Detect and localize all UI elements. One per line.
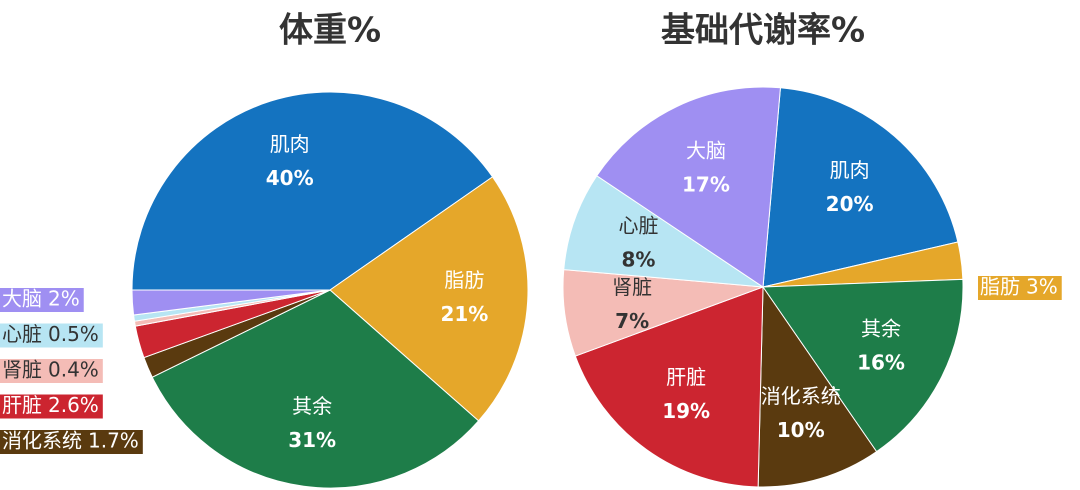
value-label: 19% xyxy=(662,399,710,423)
value-label: 16% xyxy=(857,351,905,375)
label-bg xyxy=(0,323,103,348)
value-label: 0.4% xyxy=(48,358,99,382)
pie-slice xyxy=(757,285,878,488)
pie-slice xyxy=(596,86,781,288)
pie-slice xyxy=(563,175,764,288)
slice-label: 肾脏 xyxy=(612,275,652,299)
slice-label: 消化系统 xyxy=(2,429,82,453)
external-label: 肾脏 0.4% xyxy=(0,358,103,383)
slice-label: 大脑 xyxy=(686,138,726,162)
slice-label: 心脏 xyxy=(2,322,42,346)
value-label: 2% xyxy=(48,287,80,311)
slice-label: 肝脏 xyxy=(2,393,42,417)
pie-slice xyxy=(131,91,494,291)
slice-label: 肌肉 xyxy=(270,132,310,156)
value-label: 31% xyxy=(288,428,336,452)
value-label: 2.6% xyxy=(48,393,99,417)
value-label: 17% xyxy=(682,172,730,196)
value-label: 7% xyxy=(615,309,649,333)
value-label: 21% xyxy=(440,302,488,326)
label-bg xyxy=(0,288,84,312)
label-bg xyxy=(978,276,1062,300)
label-bg xyxy=(0,430,143,454)
external-label: 大脑 2% xyxy=(0,287,84,312)
pie-slice xyxy=(762,278,964,453)
chart-title: 体重% xyxy=(279,11,381,51)
slice-label: 消化系统 xyxy=(761,384,841,408)
value-label: 1.7% xyxy=(88,429,139,453)
slice-label: 其余 xyxy=(861,317,901,341)
pie-slice xyxy=(762,87,959,288)
slice-label: 肾脏 xyxy=(2,358,42,382)
label-bg xyxy=(0,394,103,419)
value-label: 0.5% xyxy=(48,322,99,346)
value-label: 8% xyxy=(622,248,656,272)
label-bg xyxy=(0,359,103,383)
pie-slice xyxy=(574,286,764,488)
external-label: 肝脏 2.6% xyxy=(0,393,103,419)
pie-slice xyxy=(131,289,331,316)
pie-slice xyxy=(151,289,480,489)
slice-label: 肌肉 xyxy=(830,158,870,182)
value-label: 10% xyxy=(777,418,825,442)
slice-label: 脂肪 xyxy=(444,268,484,292)
value-label: 3% xyxy=(1026,275,1058,299)
external-label: 脂肪 3% xyxy=(978,275,1062,300)
slice-label: 脂肪 xyxy=(980,275,1020,299)
value-label: 40% xyxy=(266,166,314,190)
slice-label: 肝脏 xyxy=(666,365,706,389)
slice-label: 大脑 xyxy=(2,287,42,311)
slice-label: 心脏 xyxy=(618,214,658,238)
external-label: 心脏 0.5% xyxy=(0,322,103,348)
external-label: 消化系统 1.7% xyxy=(0,429,143,454)
chart-title: 基础代谢率% xyxy=(661,11,865,51)
value-label: 20% xyxy=(826,192,874,216)
pie-slice xyxy=(329,176,529,422)
slice-label: 其余 xyxy=(292,394,332,418)
